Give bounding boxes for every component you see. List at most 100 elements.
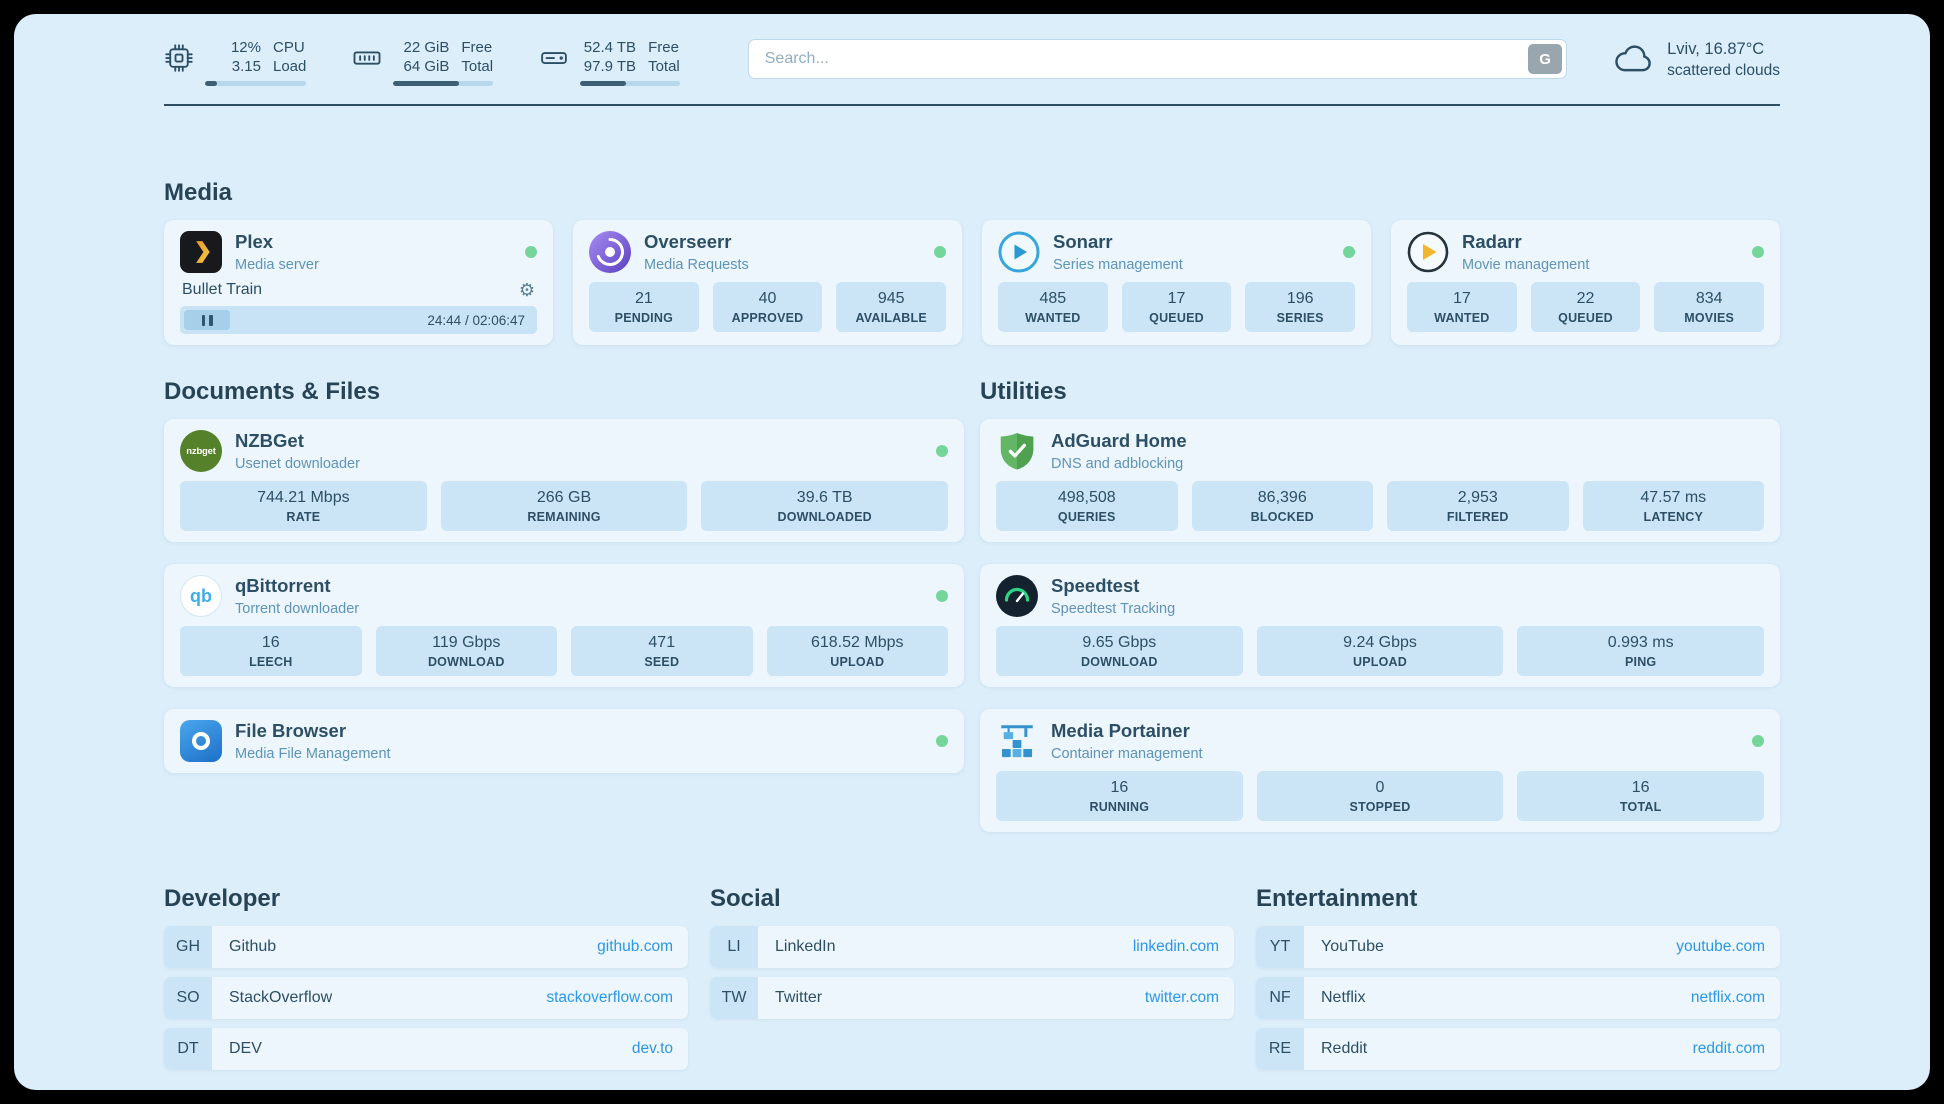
disk-free-value: 52.4 TB [583, 39, 637, 56]
service-description: Usenet downloader [235, 455, 360, 472]
bookmark-name: Twitter [775, 989, 823, 1006]
portainer-crane-icon [996, 720, 1038, 762]
cpu-chip-icon [164, 43, 194, 78]
bookmark-name: Netflix [1321, 989, 1366, 1006]
portainer-card[interactable]: Media Portainer Container management 16 R… [980, 709, 1780, 832]
weather-condition: scattered clouds [1667, 62, 1780, 79]
bookmark-abbr: DT [164, 1028, 212, 1070]
status-dot [1752, 246, 1764, 258]
bookmark-reddit[interactable]: RE Reddit reddit.com [1256, 1028, 1780, 1070]
media-grid: Plex Media server Bullet Train ⚙ 24:44 /… [164, 220, 1780, 345]
stat-upload: 618.52 Mbps UPLOAD [766, 626, 948, 676]
bookmark-netflix[interactable]: NF Netflix netflix.com [1256, 977, 1780, 1019]
stat-wanted: 485 WANTED [998, 282, 1108, 332]
memory-total-label: Total [461, 58, 494, 75]
disk-progress-track [580, 81, 680, 86]
memory-progress-fill [393, 81, 460, 86]
radarr-card[interactable]: Radarr Movie management 17 WANTED 22 QUEUE… [1391, 220, 1780, 345]
service-name: qBittorrent [235, 575, 331, 597]
main-content: Media Plex Media server [14, 178, 1930, 1079]
qbittorrent-card[interactable]: qb qBittorrent Torrent downloader 16 LEEC… [164, 564, 964, 687]
stat-total: 16 TOTAL [1517, 771, 1765, 821]
memory-progress-track [393, 81, 494, 86]
bookmark-url: dev.to [631, 1040, 673, 1057]
service-description: Media server [235, 256, 319, 273]
section-title-developer: Developer [164, 885, 281, 912]
cpu-usage-value: 12% [230, 39, 261, 56]
now-playing-title: Bullet Train [182, 281, 263, 298]
qbittorrent-icon: qb [180, 575, 222, 617]
service-description: Movie management [1462, 256, 1590, 273]
stat-available: 945 AVAILABLE [836, 282, 947, 332]
service-name: Plex [235, 231, 274, 253]
bookmark-linkedin[interactable]: LI LinkedIn linkedin.com [710, 926, 1234, 968]
section-social: Social LI LinkedIn linkedin.com TW Twitt… [710, 884, 1234, 1079]
cpu-progress-track [205, 81, 307, 86]
speedtest-card[interactable]: Speedtest Speedtest Tracking 9.65 Gbps DO… [980, 564, 1780, 687]
status-dot [525, 246, 537, 258]
stat-stopped: 0 STOPPED [1256, 771, 1504, 821]
adguard-card[interactable]: AdGuard Home DNS and adblocking 498,508 Q… [980, 419, 1780, 542]
bookmark-url: reddit.com [1692, 1040, 1765, 1057]
bookmark-abbr: LI [710, 926, 758, 968]
nzbget-card[interactable]: nzbget NZBGet Usenet downloader 744.21 M… [164, 419, 964, 542]
stat-blocked: 86,396 BLOCKED [1191, 481, 1373, 531]
search-input[interactable] [747, 39, 1568, 79]
disk-total-label: Total [648, 58, 680, 75]
stat-upload: 9.24 Gbps UPLOAD [1256, 626, 1504, 676]
cpu-load-label: Load [273, 58, 307, 75]
bookmark-dev[interactable]: DT DEV dev.to [164, 1028, 688, 1070]
stat-download: 119 Gbps DOWNLOAD [375, 626, 557, 676]
service-description: DNS and adblocking [1051, 455, 1184, 472]
stat-download: 9.65 Gbps DOWNLOAD [996, 626, 1243, 676]
topbar: 12% CPU 3.15 Load 22 GiB Free 64 GiB Total 5… [14, 14, 1930, 86]
bookmark-url: twitter.com [1144, 989, 1219, 1006]
service-description: Media File Management [235, 745, 391, 762]
bookmark-stackoverflow[interactable]: SO StackOverflow stackoverflow.com [164, 977, 688, 1019]
bookmark-name: LinkedIn [775, 938, 836, 955]
status-dot [936, 590, 948, 602]
disk-total-value: 97.9 TB [583, 58, 637, 75]
stat-queries: 498,508 QUERIES [996, 481, 1178, 531]
weather-location: Lviv, 16.87°C [1667, 40, 1765, 58]
service-description: Series management [1053, 256, 1183, 273]
stat-remaining: 266 GB REMAINING [440, 481, 688, 531]
bookmark-abbr: SO [164, 977, 212, 1019]
bookmark-name: DEV [229, 1040, 262, 1057]
cloud-icon [1613, 41, 1655, 80]
stat-queued: 22 QUEUED [1530, 282, 1641, 332]
stat-rate: 744.21 Mbps RATE [180, 481, 427, 531]
bookmark-github[interactable]: GH Github github.com [164, 926, 688, 968]
search-bar: G [747, 39, 1568, 79]
stat-series: 196 SERIES [1245, 282, 1356, 332]
bookmark-abbr: YT [1256, 926, 1304, 968]
service-name: Media Portainer [1051, 720, 1190, 742]
now-playing-time: 24:44 / 02:06:47 [427, 312, 525, 328]
filebrowser-card[interactable]: File Browser Media File Management [164, 709, 964, 773]
memory-widget: 22 GiB Free 64 GiB Total [352, 38, 494, 86]
plex-progress-bar[interactable]: 24:44 / 02:06:47 [180, 306, 537, 334]
search-engine-button[interactable]: G [1528, 44, 1563, 74]
overseerr-icon [589, 231, 631, 273]
pause-bar-icon [201, 314, 205, 326]
memory-free-value: 22 GiB [403, 39, 450, 56]
plex-card[interactable]: Plex Media server Bullet Train ⚙ 24:44 /… [164, 220, 553, 345]
overseerr-card[interactable]: Overseerr Media Requests 21 PENDING 40 APP… [573, 220, 962, 345]
section-documents: Documents & Files nzbget NZBGet Usenet d… [164, 377, 964, 832]
sonarr-card[interactable]: Sonarr Series management 485 WANTED 17 QUE… [982, 220, 1371, 345]
section-media: Media Plex Media server [164, 178, 1780, 345]
settings-gear-icon[interactable]: ⚙ [518, 280, 535, 300]
bookmark-abbr: GH [164, 926, 212, 968]
bookmark-url: youtube.com [1676, 938, 1765, 955]
bookmark-twitter[interactable]: TW Twitter twitter.com [710, 977, 1234, 1019]
pause-button[interactable] [184, 310, 230, 330]
status-dot [934, 246, 946, 258]
section-developer: Developer GH Github github.com SO StackO… [164, 884, 688, 1079]
bookmark-youtube[interactable]: YT YouTube youtube.com [1256, 926, 1780, 968]
service-name: Radarr [1462, 231, 1522, 253]
stat-pending: 21 PENDING [589, 282, 699, 332]
stat-latency: 47.57 ms LATENCY [1582, 481, 1764, 531]
service-name: Overseerr [644, 231, 732, 253]
bookmark-name: Reddit [1321, 1040, 1368, 1057]
plex-icon [180, 231, 222, 273]
